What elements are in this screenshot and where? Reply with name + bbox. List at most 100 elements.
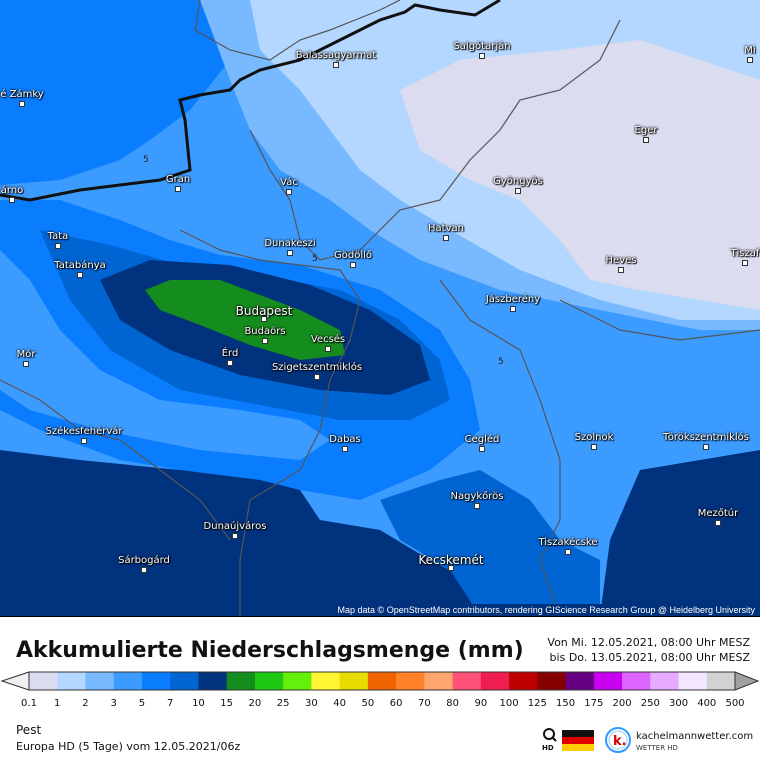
city-marker (747, 57, 753, 63)
color-legend: 0.1 1 2 3 5 7 10 15 20 25 30 40 50 60 70 80 90 100 125 150 1… (0, 668, 760, 718)
legend-swatch (396, 672, 425, 690)
city-label: Székesfehérvár (45, 426, 123, 437)
city-marker (742, 260, 748, 266)
city-label: Tiszaf (730, 248, 760, 259)
legend-tick-label: 2 (82, 698, 89, 709)
legend-tick-label: 100 (499, 698, 519, 709)
period-to: bis Do. 13.05.2021, 08:00 Uhr MESZ (549, 651, 750, 664)
legend-tick-label: 200 (612, 698, 632, 709)
legend-bar (0, 671, 760, 691)
map-attribution: Map data © OpenStreetMap contributors, r… (334, 604, 758, 616)
legend-tick-label: 25 (276, 698, 290, 709)
region-name: Pest (16, 723, 42, 737)
legend-tick-label: 250 (640, 698, 660, 709)
legend-tick-label: 20 (248, 698, 262, 709)
legend-tick-label: 10 (192, 698, 205, 709)
legend-tick-label: 150 (556, 698, 576, 709)
precipitation-fields: 5 5 5 (0, 0, 760, 616)
city-label: Nagykőrös (450, 491, 504, 502)
city-label: Balassagyarmat (295, 50, 377, 61)
brand-name[interactable]: kachelmannwetter.com (636, 731, 754, 742)
legend-swatch (480, 672, 510, 690)
legend-swatch (622, 672, 651, 690)
legend-swatch (226, 672, 256, 690)
legend-tick-label: 0.1 (21, 698, 37, 709)
legend-left-arrow (0, 671, 30, 691)
city-label: Vác (280, 177, 298, 188)
city-marker (232, 533, 238, 539)
city-marker (715, 520, 721, 526)
legend-tick-label: 5 (138, 698, 146, 709)
city-label: Hatvan (428, 223, 464, 234)
city-label: Jászberény (485, 294, 541, 305)
city-label: Érd (221, 348, 239, 359)
hd-label: HD (542, 744, 554, 752)
legend-swatch (85, 672, 115, 690)
precipitation-map[interactable]: 5 5 5 é Zámky árno Balassagyarmat Salgótarj… (0, 0, 760, 617)
city-marker (618, 267, 624, 273)
city-marker (474, 503, 480, 509)
city-label: Dunaújváros (203, 521, 267, 532)
city-marker (81, 438, 87, 444)
city-label: Tata (47, 231, 69, 242)
legend-swatch (311, 672, 341, 690)
hd-zoom-icon (543, 728, 557, 742)
city-label: Szolnok (574, 432, 614, 443)
legend-tick-label: 40 (333, 698, 346, 709)
legend-tick-label: 1 (54, 698, 61, 709)
city-marker (287, 250, 293, 256)
city-marker (350, 262, 356, 268)
admin-borders (0, 0, 760, 616)
city-label: Budaörs (244, 326, 286, 337)
legend-tick-label: 60 (389, 698, 403, 709)
city-label: Mi (744, 45, 756, 56)
legend-swatch (650, 672, 680, 690)
legend-right-arrow (734, 671, 760, 691)
country-border (0, 0, 501, 202)
city-label: Törökszentmiklós (662, 432, 750, 443)
city-label: Mezőtúr (697, 508, 739, 519)
city-label: Cegléd (464, 434, 500, 445)
city-marker (55, 243, 61, 249)
city-marker (479, 53, 485, 59)
city-marker (703, 444, 709, 450)
legend-swatch (57, 672, 86, 690)
city-marker (565, 549, 571, 555)
legend-swatch (593, 672, 623, 690)
legend-tick-label: 90 (474, 698, 488, 709)
contour-label: 5 (498, 357, 504, 367)
legend-swatch (509, 672, 538, 690)
city-label: Gyöngyös (493, 176, 543, 187)
legend-tick-label: 500 (725, 698, 745, 709)
legend-swatch (565, 672, 595, 690)
city-marker (175, 186, 181, 192)
city-marker (443, 235, 449, 241)
period-from: Von Mi. 12.05.2021, 08:00 Uhr MESZ (547, 636, 750, 649)
city-marker (262, 338, 268, 344)
city-label: Salgótarján (453, 41, 511, 52)
legend-swatch (537, 672, 567, 690)
logos: HD k. (542, 727, 631, 753)
legend-swatch (452, 672, 482, 690)
contour-label: 5 (143, 155, 149, 165)
legend-tick-label: 30 (305, 698, 318, 709)
city-marker (643, 137, 649, 143)
city-marker (227, 360, 233, 366)
legend-tick-label: 300 (668, 698, 689, 709)
legend-tick-label: 125 (527, 698, 547, 709)
city-marker (286, 189, 292, 195)
legend-tick-label: 175 (584, 698, 604, 709)
city-label: Heves (605, 255, 637, 266)
brand-subtitle: WETTER HD (636, 744, 678, 752)
city-label: Budapest (235, 304, 293, 318)
city-marker (342, 446, 348, 452)
city-label: Mór (16, 349, 36, 360)
city-marker (9, 197, 15, 203)
legend-swatch (170, 672, 199, 690)
chart-title: Akkumulierte Niederschlagsmenge (mm) (16, 638, 524, 663)
city-label: Vecsés (310, 334, 346, 345)
city-label: Tiszakécske (538, 537, 598, 548)
city-label: Gran (165, 174, 191, 185)
city-marker (448, 565, 454, 571)
city-marker (261, 316, 267, 322)
